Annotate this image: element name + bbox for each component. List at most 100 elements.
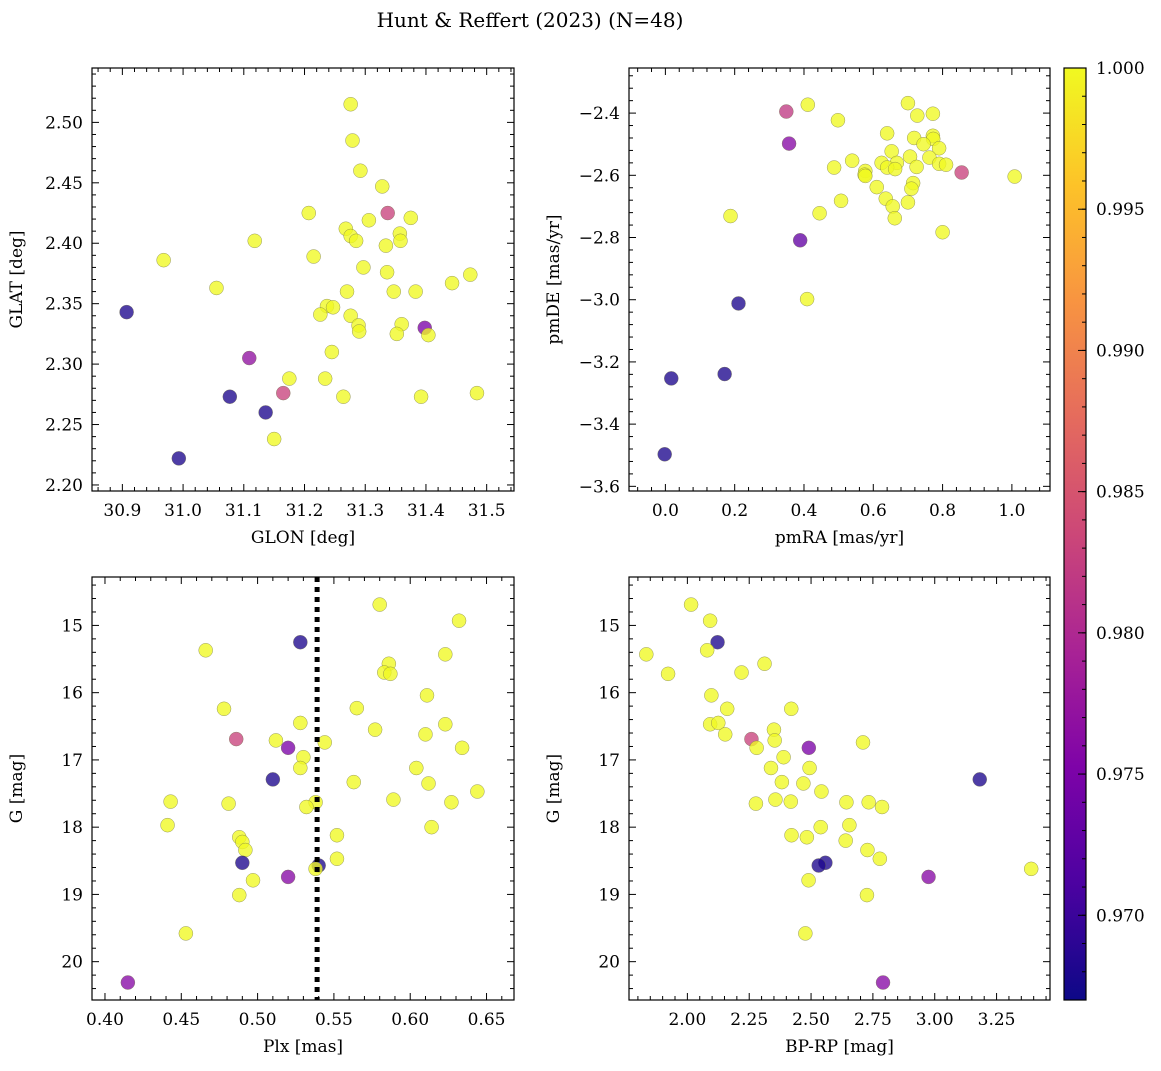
y-tick-label: 2.30 — [45, 355, 83, 375]
scatter-point — [470, 784, 485, 799]
y-tick-label: 20 — [61, 953, 83, 973]
scatter-point — [781, 136, 797, 151]
axis-ticks — [92, 577, 514, 1000]
scatter-point — [833, 193, 849, 209]
scatter-point — [160, 817, 175, 833]
scatter-point — [792, 233, 808, 248]
scatter-point — [842, 817, 857, 833]
scatter-point — [719, 701, 735, 717]
scatter-point — [921, 869, 936, 885]
scatter-point — [838, 833, 853, 848]
scatter-point — [276, 385, 291, 401]
axis-ticks — [629, 577, 1050, 1000]
scatter-points — [119, 97, 485, 466]
scatter-point — [887, 161, 903, 177]
scatter-point — [345, 133, 360, 148]
scatter-point — [879, 126, 895, 141]
scatter-point — [306, 249, 321, 264]
scatter-point — [887, 210, 903, 226]
scatter-point — [232, 887, 247, 903]
colorbar-tick-label: 0.990 — [1096, 341, 1145, 361]
scatter-points — [639, 597, 1039, 990]
scatter-point — [329, 851, 345, 867]
x-tick-label: 2.25 — [730, 1010, 768, 1030]
scatter-point — [119, 304, 134, 320]
scatter-point — [916, 136, 931, 152]
scatter-point — [324, 344, 340, 360]
panel-pmra-pmde: 0.0 0.2 0.4 0.6 0.8 1.0 −3.6 −3.4 −3.2 −3.0 −2.8 −2… — [544, 67, 1051, 548]
scatter-point — [372, 597, 387, 612]
scatter-point — [349, 700, 365, 716]
scatter-point — [383, 666, 398, 682]
x-tick-label: 31.5 — [468, 501, 506, 521]
scatter-point — [938, 157, 954, 172]
y-tick-label: 2.25 — [45, 416, 83, 436]
scatter-point — [875, 975, 891, 990]
scatter-point — [419, 688, 435, 703]
scatter-point — [386, 284, 402, 299]
y-tick-label: 2.20 — [45, 476, 83, 496]
scatter-point — [931, 140, 947, 156]
scatter-point — [238, 842, 253, 858]
colorbar-tick-label: 0.980 — [1096, 624, 1145, 644]
x-tick-label: 0.0 — [652, 501, 679, 521]
scatter-point — [438, 717, 453, 732]
axes-frame — [628, 67, 1051, 492]
x-tick-label: 0.60 — [391, 1010, 429, 1030]
scatter-point — [710, 634, 725, 650]
axis-ticks — [629, 68, 1050, 491]
scatter-point — [683, 597, 699, 612]
scatter-point — [421, 327, 436, 343]
scatter-point — [374, 179, 390, 194]
y-tick-label: −2.6 — [579, 166, 620, 186]
scatter-point — [783, 794, 799, 809]
scatter-point — [258, 405, 273, 420]
scatter-point — [811, 858, 826, 873]
scatter-point — [902, 149, 918, 164]
x-tick-label: 30.9 — [103, 501, 141, 521]
scatter-point — [343, 308, 358, 324]
y-axis-label: pmDE [mas/yr] — [544, 214, 564, 344]
scatter-point — [317, 371, 333, 386]
scatter-point — [767, 733, 782, 748]
scatter-point — [664, 371, 679, 386]
scatter-point — [228, 731, 244, 747]
scatter-point — [748, 796, 764, 811]
scatter-point — [1023, 861, 1039, 877]
scatter-point — [855, 735, 871, 750]
scatter-point — [776, 749, 791, 765]
scatter-point — [830, 113, 846, 128]
scatter-point — [438, 647, 453, 662]
scatter-point — [909, 159, 924, 175]
x-tick-label: 31.4 — [407, 501, 445, 521]
panels: 30.9 31.0 31.1 31.2 31.3 31.4 31.5 2.20 2.25 2.30… — [7, 67, 1051, 1057]
y-axis-label: GLAT [deg] — [7, 230, 27, 328]
scatter-point — [802, 760, 817, 776]
scatter-point — [348, 233, 364, 249]
scatter-point — [900, 95, 916, 111]
x-axis-label: GLON [deg] — [251, 528, 355, 548]
scatter-point — [268, 733, 284, 748]
x-tick-label: 2.50 — [792, 1010, 830, 1030]
scatter-point — [198, 643, 213, 658]
x-axis-label: pmRA [mas/yr] — [775, 528, 904, 548]
scatter-point — [280, 869, 296, 885]
scatter-point — [403, 210, 419, 226]
scatter-point — [301, 205, 317, 221]
scatter-point — [444, 275, 460, 291]
scatter-point — [451, 613, 467, 628]
scatter-point — [812, 206, 827, 221]
y-tick-label: 17 — [598, 751, 620, 771]
scatter-point — [711, 715, 726, 731]
y-tick-label: −3.0 — [579, 291, 620, 311]
y-tick-label: 20 — [598, 953, 620, 973]
y-tick-label: −2.4 — [579, 104, 620, 124]
scatter-point — [779, 104, 794, 119]
scatter-point — [657, 447, 672, 462]
y-tick-label: 19 — [61, 885, 83, 905]
y-tick-label: 18 — [598, 818, 620, 838]
panel-plx-g: 0.40 0.45 0.50 0.55 0.60 0.65 15 16 17 18 19 20 Plx … — [7, 576, 515, 1057]
colorbar-tick-label: 0.970 — [1096, 906, 1145, 926]
scatter-point — [872, 851, 888, 867]
scatter-point — [799, 830, 815, 845]
